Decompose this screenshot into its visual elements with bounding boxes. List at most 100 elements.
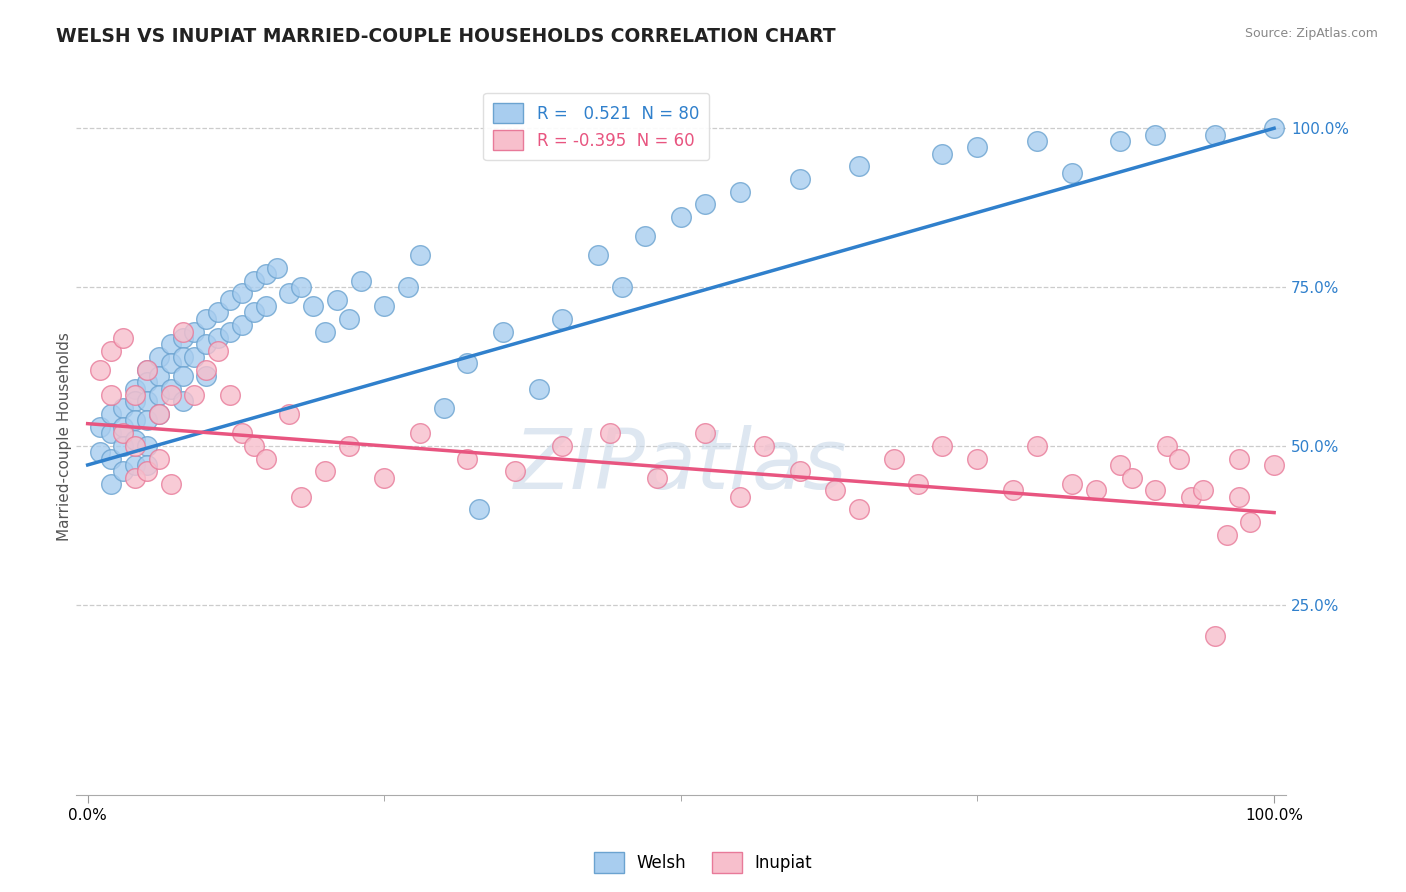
- Point: [468, 502, 491, 516]
- Text: ZIPatlas: ZIPatlas: [515, 425, 848, 506]
- Point: [136, 362, 159, 376]
- Point: [148, 369, 170, 384]
- Point: [112, 401, 135, 415]
- Point: [883, 451, 905, 466]
- Point: [1156, 439, 1178, 453]
- Point: [789, 464, 811, 478]
- Point: [1239, 515, 1261, 529]
- Point: [1062, 166, 1084, 180]
- Point: [728, 185, 751, 199]
- Point: [136, 376, 159, 390]
- Point: [136, 394, 159, 409]
- Point: [337, 311, 360, 326]
- Point: [1025, 134, 1047, 148]
- Point: [89, 445, 111, 459]
- Point: [1263, 121, 1285, 136]
- Point: [1144, 128, 1167, 142]
- Point: [172, 325, 194, 339]
- Point: [1215, 528, 1237, 542]
- Point: [100, 451, 122, 466]
- Point: [231, 286, 253, 301]
- Point: [112, 464, 135, 478]
- Point: [931, 146, 953, 161]
- Point: [314, 464, 336, 478]
- Point: [669, 210, 692, 224]
- Point: [124, 458, 146, 472]
- Point: [266, 260, 288, 275]
- Point: [599, 426, 621, 441]
- Point: [124, 413, 146, 427]
- Point: [278, 286, 301, 301]
- Point: [100, 477, 122, 491]
- Point: [278, 407, 301, 421]
- Point: [100, 388, 122, 402]
- Point: [1263, 458, 1285, 472]
- Point: [693, 197, 716, 211]
- Point: [136, 458, 159, 472]
- Point: [159, 356, 181, 370]
- Point: [1144, 483, 1167, 498]
- Point: [432, 401, 454, 415]
- Point: [242, 274, 264, 288]
- Point: [848, 502, 870, 516]
- Legend: R =   0.521  N = 80, R = -0.395  N = 60: R = 0.521 N = 80, R = -0.395 N = 60: [484, 93, 709, 161]
- Point: [183, 325, 205, 339]
- Point: [183, 388, 205, 402]
- Point: [159, 337, 181, 351]
- Point: [254, 299, 277, 313]
- Point: [314, 325, 336, 339]
- Point: [503, 464, 526, 478]
- Point: [100, 426, 122, 441]
- Point: [302, 299, 325, 313]
- Point: [551, 439, 574, 453]
- Point: [337, 439, 360, 453]
- Point: [1180, 490, 1202, 504]
- Point: [931, 439, 953, 453]
- Point: [551, 311, 574, 326]
- Point: [254, 451, 277, 466]
- Point: [207, 331, 229, 345]
- Point: [148, 407, 170, 421]
- Point: [219, 293, 242, 307]
- Point: [610, 280, 633, 294]
- Point: [100, 407, 122, 421]
- Point: [172, 350, 194, 364]
- Point: [124, 470, 146, 484]
- Point: [242, 305, 264, 319]
- Text: Source: ZipAtlas.com: Source: ZipAtlas.com: [1244, 27, 1378, 40]
- Point: [789, 172, 811, 186]
- Point: [172, 331, 194, 345]
- Point: [1121, 470, 1143, 484]
- Point: [527, 382, 550, 396]
- Point: [195, 337, 218, 351]
- Point: [242, 439, 264, 453]
- Point: [1025, 439, 1047, 453]
- Point: [159, 388, 181, 402]
- Point: [136, 413, 159, 427]
- Point: [1204, 630, 1226, 644]
- Point: [966, 140, 988, 154]
- Point: [124, 394, 146, 409]
- Point: [1062, 477, 1084, 491]
- Point: [195, 369, 218, 384]
- Point: [752, 439, 775, 453]
- Point: [136, 464, 159, 478]
- Point: [207, 343, 229, 358]
- Point: [100, 343, 122, 358]
- Point: [693, 426, 716, 441]
- Legend: Welsh, Inupiat: Welsh, Inupiat: [586, 846, 820, 880]
- Point: [907, 477, 929, 491]
- Point: [219, 325, 242, 339]
- Point: [728, 490, 751, 504]
- Point: [136, 362, 159, 376]
- Point: [148, 388, 170, 402]
- Point: [1085, 483, 1108, 498]
- Point: [1227, 451, 1250, 466]
- Point: [124, 439, 146, 453]
- Point: [1204, 128, 1226, 142]
- Point: [290, 280, 312, 294]
- Point: [290, 490, 312, 504]
- Point: [1002, 483, 1025, 498]
- Point: [326, 293, 349, 307]
- Point: [172, 369, 194, 384]
